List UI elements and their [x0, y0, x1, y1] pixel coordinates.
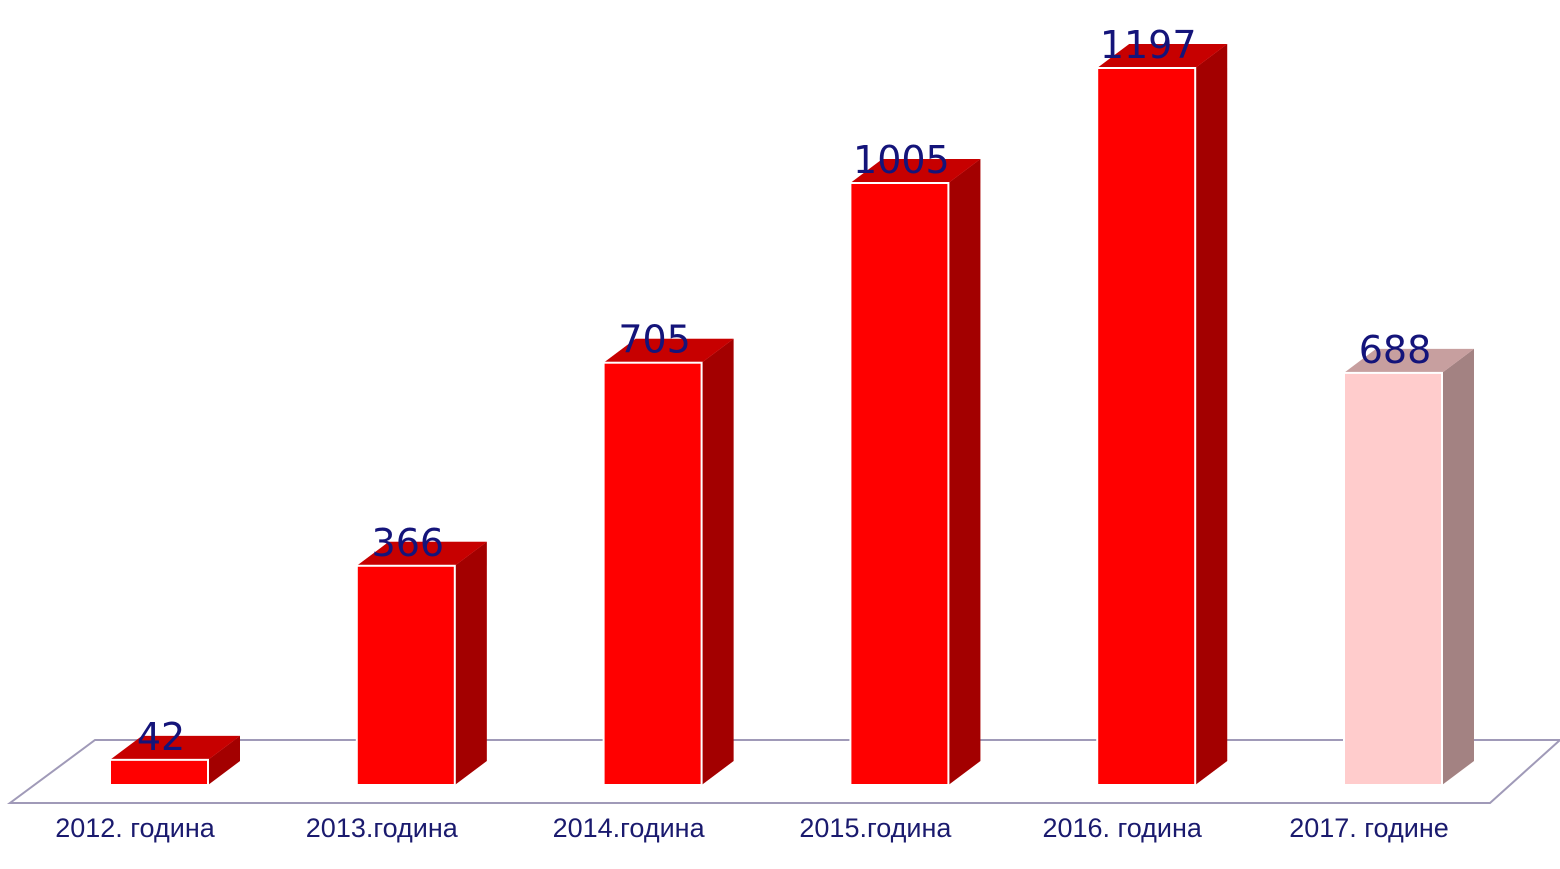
x-tick-label: 2013.година — [306, 813, 459, 843]
bar-side-shade — [701, 338, 734, 785]
bar-top — [603, 338, 734, 363]
bar-side — [1442, 348, 1474, 785]
bar-side — [208, 735, 240, 785]
value-label: 688 — [1359, 328, 1432, 372]
bar-top — [1097, 43, 1228, 68]
bar-side-shade — [208, 735, 240, 785]
value-label: 366 — [372, 521, 445, 565]
bar-top — [850, 159, 981, 184]
value-label: 1197 — [1100, 23, 1197, 67]
bar-side — [1195, 43, 1228, 785]
bar — [1096, 66, 1197, 786]
bar-top-shade — [110, 735, 240, 760]
bar-top-shade — [850, 159, 981, 184]
value-label: 705 — [618, 318, 691, 362]
bar-side-shade — [948, 159, 981, 785]
x-tick-label: 2016. година — [1042, 813, 1202, 843]
bar-side-shade — [454, 541, 487, 785]
bar-top-shade — [603, 338, 734, 363]
bar-top — [356, 541, 487, 566]
bar-top-shade — [1097, 43, 1228, 68]
value-label: 42 — [137, 715, 185, 759]
bar-side-shade — [1442, 348, 1474, 785]
value-label: 1005 — [853, 138, 950, 182]
bar — [849, 182, 950, 786]
x-tick-label: 2014.година — [553, 813, 706, 843]
bar — [109, 758, 209, 786]
bar-top — [1344, 348, 1474, 373]
bar-top-shade — [1344, 348, 1474, 373]
x-tick-label: 2015.година — [799, 813, 952, 843]
bar-side — [948, 159, 981, 785]
x-tick-label: 2017. године — [1289, 813, 1449, 843]
bar-side-shade — [1195, 43, 1228, 785]
bar-top-shade — [356, 541, 487, 566]
x-tick-label: 2012. година — [55, 813, 215, 843]
bar-side — [454, 541, 487, 785]
floor — [6, 739, 1560, 804]
bar-side — [701, 338, 734, 785]
bar — [355, 564, 456, 786]
bar — [1343, 371, 1443, 786]
bar-top — [110, 735, 240, 760]
bar — [602, 361, 703, 786]
